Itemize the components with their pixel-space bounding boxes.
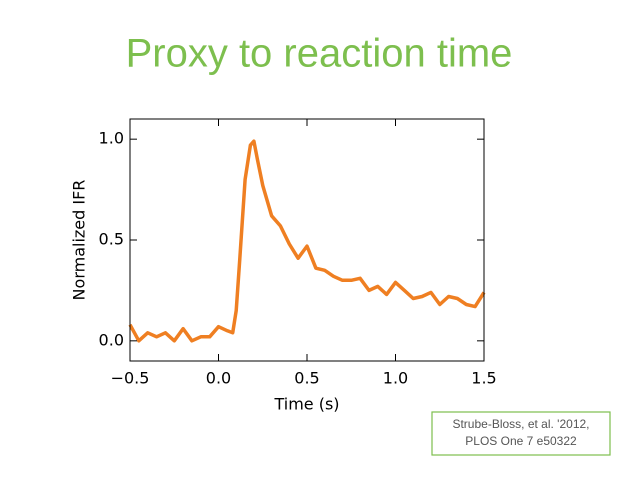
citation-line: PLOS One 7 e50322 bbox=[465, 434, 577, 448]
citation-line: Strube-Bloss, et al. '2012, bbox=[452, 417, 589, 431]
y-tick-label: 1.0 bbox=[99, 129, 124, 148]
x-tick-label: 0.5 bbox=[294, 369, 319, 388]
y-tick-label: 0.5 bbox=[99, 230, 124, 249]
citation-box bbox=[431, 411, 611, 456]
x-axis-label: Time (s) bbox=[273, 395, 339, 414]
slide-title: Proxy to reaction time bbox=[126, 32, 513, 76]
y-axis-label: Normalized IFR bbox=[70, 180, 89, 301]
y-tick-label: 0.0 bbox=[99, 330, 124, 349]
x-tick-label: −0.5 bbox=[111, 369, 150, 388]
x-tick-label: 1.5 bbox=[471, 369, 496, 388]
x-tick-label: 0.0 bbox=[206, 369, 231, 388]
data-line bbox=[128, 139, 486, 343]
plot-frame bbox=[129, 118, 485, 362]
x-tick-label: 1.0 bbox=[383, 369, 408, 388]
